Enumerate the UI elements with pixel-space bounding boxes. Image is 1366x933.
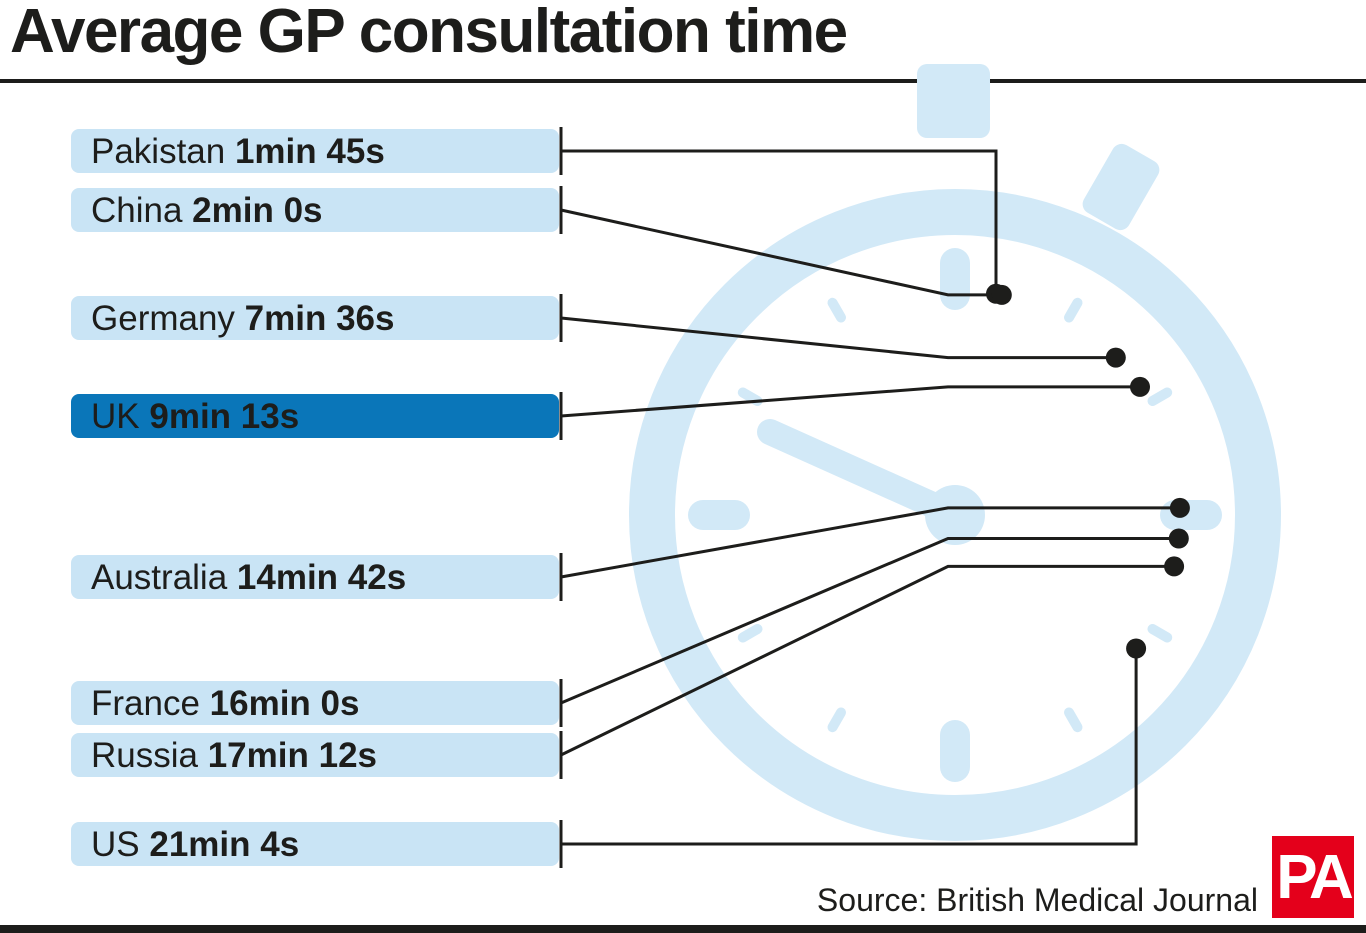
label-bar xyxy=(71,296,559,340)
time-value: 21min 4s xyxy=(149,825,299,864)
leader-pakistan xyxy=(561,149,998,294)
label-germany: Germany 7min 36s xyxy=(71,294,563,342)
leader-us xyxy=(561,648,1138,846)
label-us: US 21min 4s xyxy=(71,820,563,868)
label-pakistan: Pakistan 1min 45s xyxy=(71,127,563,175)
label-uk: UK 9min 13s xyxy=(71,392,563,440)
leader-france xyxy=(560,537,1179,705)
title-rule xyxy=(0,79,1366,83)
leader-russia xyxy=(560,564,1175,757)
label-text: Pakistan 1min 45s xyxy=(91,132,385,171)
label-text: Germany 7min 36s xyxy=(91,299,394,338)
label-bar xyxy=(71,822,559,866)
marker-russia xyxy=(1164,556,1185,577)
label-bar xyxy=(71,733,559,777)
time-value: 9min 13s xyxy=(149,397,299,436)
leader-uk xyxy=(560,385,1140,418)
leader-australia xyxy=(560,506,1180,579)
marker-germany xyxy=(1105,347,1126,368)
label-russia: Russia 17min 12s xyxy=(71,731,563,779)
country-name: UK xyxy=(91,397,149,436)
label-china: China 2min 0s xyxy=(71,186,563,234)
label-france: France 16min 0s xyxy=(71,679,563,727)
country-name: France xyxy=(91,684,210,723)
source-note: Source: British Medical Journal xyxy=(816,882,1258,918)
marker-us xyxy=(1126,638,1147,659)
label-text: UK 9min 13s xyxy=(91,397,299,436)
label-bar xyxy=(71,188,559,232)
leader-germany xyxy=(560,316,1116,360)
label-bar xyxy=(71,681,559,725)
country-name: China xyxy=(91,191,192,230)
time-value: 2min 0s xyxy=(192,191,322,230)
label-text: US 21min 4s xyxy=(91,825,299,864)
marker-australia xyxy=(1169,497,1190,518)
time-value: 17min 12s xyxy=(208,736,377,775)
marker-uk xyxy=(1130,376,1150,397)
leader-china xyxy=(560,208,1002,297)
page-title: Average GP consultation time xyxy=(10,0,848,66)
label-text: China 2min 0s xyxy=(91,191,323,230)
stopwatch-icon xyxy=(629,64,1281,841)
country-labels: Pakistan 1min 45s China 2min 0s Germany 7m… xyxy=(71,127,563,868)
label-bar xyxy=(71,394,559,438)
country-name: Russia xyxy=(91,736,208,775)
label-text: Russia 17min 12s xyxy=(91,736,377,775)
time-value: 7min 36s xyxy=(245,299,395,338)
marker-china xyxy=(991,284,1012,305)
country-name: US xyxy=(91,825,149,864)
label-text: Australia 14min 42s xyxy=(91,558,406,597)
leader-lines xyxy=(560,149,1180,846)
country-name: Australia xyxy=(91,558,237,597)
time-value: 14min 42s xyxy=(237,558,406,597)
time-value: 16min 0s xyxy=(210,684,360,723)
label-australia: Australia 14min 42s xyxy=(71,553,563,601)
marker-france xyxy=(1168,528,1189,549)
label-text: France 16min 0s xyxy=(91,684,359,723)
time-value: 1min 45s xyxy=(235,132,385,171)
country-name: Pakistan xyxy=(91,132,235,171)
country-name: Germany xyxy=(91,299,245,338)
bottom-rule xyxy=(0,925,1366,933)
label-bar xyxy=(71,555,559,599)
pa-logo: PA xyxy=(1272,836,1354,918)
label-bar xyxy=(71,129,559,173)
time-markers xyxy=(986,283,1190,659)
